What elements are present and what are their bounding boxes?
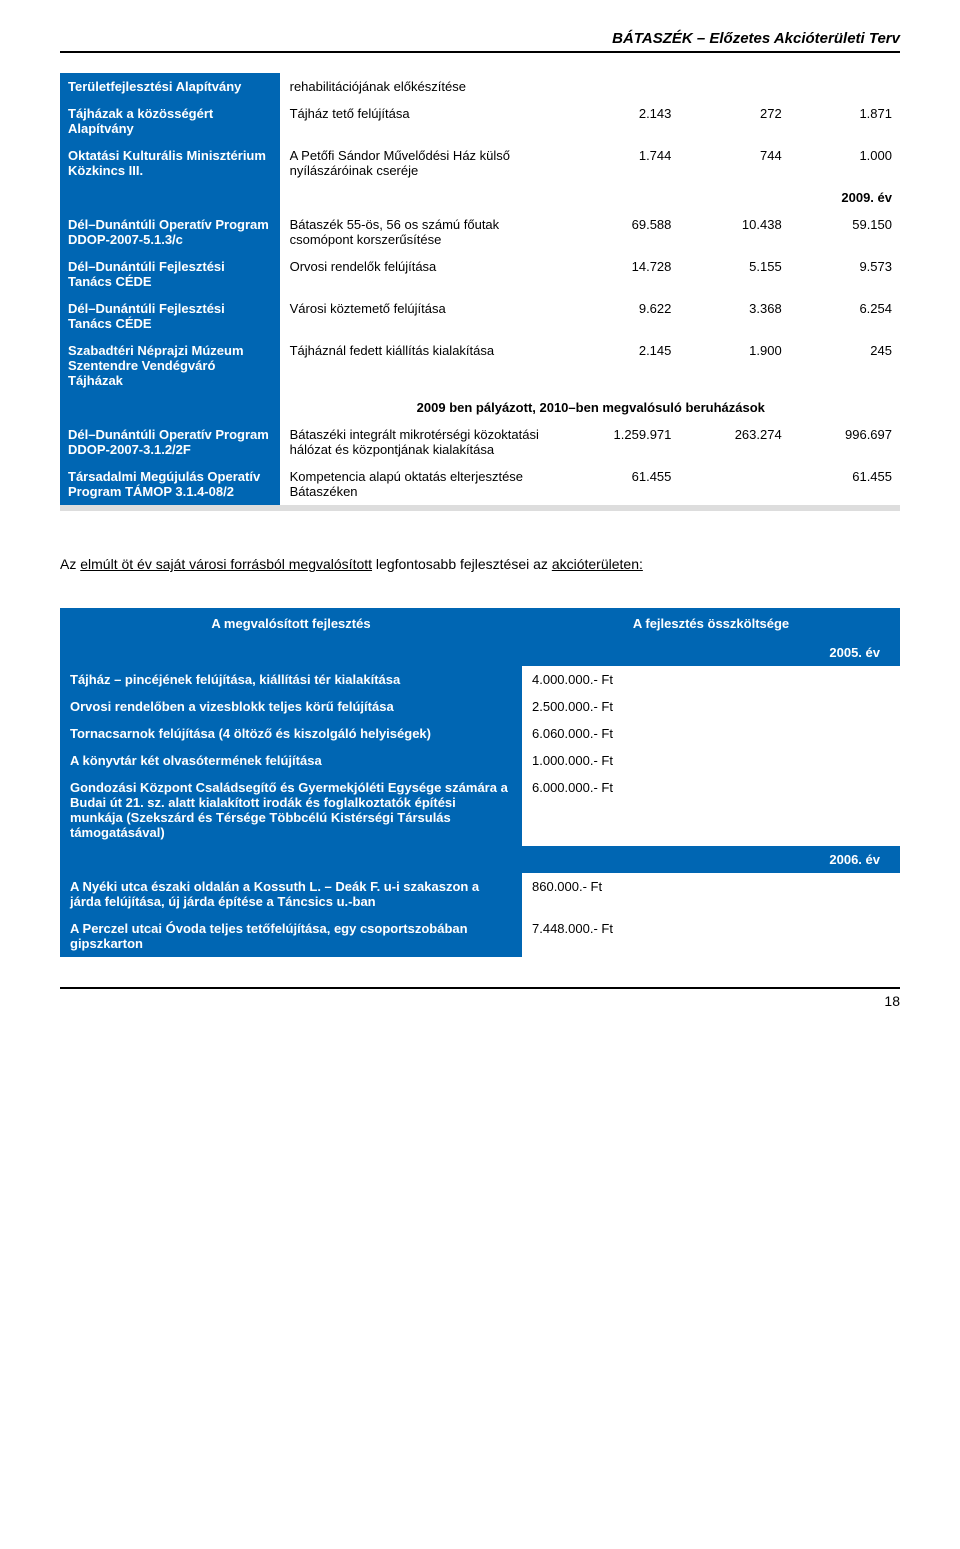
table-row-desc: Városi köztemető felújítása (281, 295, 569, 337)
t2-header-right: A fejlesztés összköltsége (522, 608, 900, 639)
table-row-c3: 1.000 (790, 142, 900, 184)
subhead-left-blank (60, 394, 281, 421)
table-row-desc: rehabilitációjának előkészítése (281, 73, 569, 100)
table-row-c1 (569, 73, 679, 100)
table-row-c2: 10.438 (679, 211, 789, 253)
table-row-desc: A Petőfi Sándor Művelődési Ház külső nyí… (281, 142, 569, 184)
table-row-left: Tájházak a közösségért Alapítvány (60, 100, 281, 142)
table-row-left: Dél–Dunántúli Fejlesztési Tanács CÉDE (60, 295, 281, 337)
table-row-left: Dél–Dunántúli Fejlesztési Tanács CÉDE (60, 253, 281, 295)
table-row-left: Társadalmi Megújulás Operatív Program TÁ… (60, 463, 281, 505)
table-row-c1: 1.744 (569, 142, 679, 184)
table-row-c3 (790, 73, 900, 100)
t2-row-left: A könyvtár két olvasótermének felújítása (60, 747, 522, 774)
table-row-c2 (679, 463, 789, 505)
table-row-left: Szabadtéri Néprajzi Múzeum Szentendre Ve… (60, 337, 281, 394)
year-left-blank (60, 184, 281, 211)
table-row-left: Dél–Dunántúli Operatív Program DDOP-2007… (60, 421, 281, 463)
table-row-desc: Kompetencia alapú oktatás elterjesztése … (281, 463, 569, 505)
t2-row-left: Tájház – pincéjének felújítása, kiállítá… (60, 666, 522, 693)
table-row-c1: 69.588 (569, 211, 679, 253)
t2-row-left: Orvosi rendelőben a vizesblokk teljes kö… (60, 693, 522, 720)
table-row-left: Oktatási Kulturális Minisztérium Közkinc… (60, 142, 281, 184)
intro-paragraph: Az elmúlt öt év saját városi forrásból m… (60, 551, 900, 578)
year-label: 2009. év (281, 184, 900, 211)
table-row-c2: 5.155 (679, 253, 789, 295)
table-row-c3: 1.871 (790, 100, 900, 142)
table-row-c3: 6.254 (790, 295, 900, 337)
document-header: BÁTASZÉK – Előzetes Akcióterületi Terv (60, 30, 900, 53)
t2-row-left: A Nyéki utca északi oldalán a Kossuth L.… (60, 873, 522, 915)
page-footer: 18 (60, 987, 900, 1009)
table-row-left: Területfejlesztési Alapítvány (60, 73, 281, 100)
table-row-c3: 9.573 (790, 253, 900, 295)
t2-year-label: 2005. év (522, 639, 900, 666)
t2-row-right: 2.500.000.- Ft (522, 693, 900, 720)
table-row-desc: Bátaszéki integrált mikrotérségi közokta… (281, 421, 569, 463)
table-row-c2: 1.900 (679, 337, 789, 394)
t2-row-right: 7.448.000.- Ft (522, 915, 900, 957)
t2-year-blank (60, 639, 522, 666)
table-row-desc: Tájház tető felújítása (281, 100, 569, 142)
page-number: 18 (884, 993, 900, 1009)
table-row-c2: 744 (679, 142, 789, 184)
table-row-c2: 263.274 (679, 421, 789, 463)
table-row-c2: 3.368 (679, 295, 789, 337)
t2-row-right: 1.000.000.- Ft (522, 747, 900, 774)
table-row-c1: 9.622 (569, 295, 679, 337)
table-row-c1: 2.143 (569, 100, 679, 142)
p-text1: Az (60, 556, 80, 572)
t2-row-left: A Perczel utcai Óvoda teljes tetőfelújít… (60, 915, 522, 957)
table-row-c2 (679, 73, 789, 100)
table-row-c1: 14.728 (569, 253, 679, 295)
t2-header-left: A megvalósított fejlesztés (60, 608, 522, 639)
t2-row-right: 4.000.000.- Ft (522, 666, 900, 693)
subhead-label: 2009 ben pályázott, 2010–ben megvalósuló… (281, 394, 900, 421)
table-row-c1: 2.145 (569, 337, 679, 394)
table-row-c3: 61.455 (790, 463, 900, 505)
table-row-c2: 272 (679, 100, 789, 142)
table-row-c1: 61.455 (569, 463, 679, 505)
p-underlined: elmúlt öt év saját városi forrásból megv… (80, 556, 372, 572)
table-row-desc: Bátaszék 55-ös, 56 os számú főutak csomó… (281, 211, 569, 253)
t2-row-left: Tornacsarnok felújítása (4 öltöző és kis… (60, 720, 522, 747)
table-row-c1: 1.259.971 (569, 421, 679, 463)
table-row-left: Dél–Dunántúli Operatív Program DDOP-2007… (60, 211, 281, 253)
t2-row-right: 860.000.- Ft (522, 873, 900, 915)
p-underlined-2: akcióterületen: (552, 556, 643, 572)
table-row-c3: 996.697 (790, 421, 900, 463)
table-row-c3: 59.150 (790, 211, 900, 253)
t2-year-blank (60, 846, 522, 873)
t2-row-right: 6.060.000.- Ft (522, 720, 900, 747)
table-row-desc: Tájháznál fedett kiállítás kialakítása (281, 337, 569, 394)
table-row-desc: Orvosi rendelők felújítása (281, 253, 569, 295)
t2-row-left: Gondozási Központ Családsegítő és Gyerme… (60, 774, 522, 846)
funding-table-2: A megvalósított fejlesztés A fejlesztés … (60, 608, 900, 957)
table-row-c3: 245 (790, 337, 900, 394)
table-shadow (60, 505, 900, 511)
p-text2: legfontosabb fejlesztései az (372, 556, 552, 572)
t2-row-right: 6.000.000.- Ft (522, 774, 900, 846)
t2-year-label: 2006. év (522, 846, 900, 873)
funding-table-1: Területfejlesztési Alapítványrehabilitác… (60, 73, 900, 505)
